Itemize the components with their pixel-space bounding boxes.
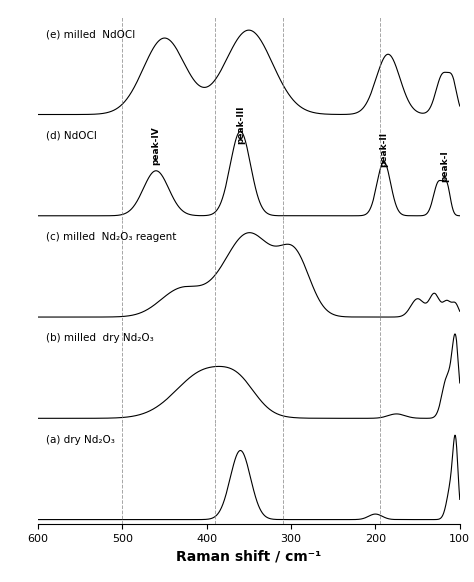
Text: (a) dry Nd₂O₃: (a) dry Nd₂O₃ bbox=[46, 435, 115, 445]
Text: peak-II: peak-II bbox=[379, 132, 388, 167]
Text: (d) NdOCl: (d) NdOCl bbox=[46, 131, 97, 141]
Text: peak-III: peak-III bbox=[236, 105, 245, 144]
Text: peak-IV: peak-IV bbox=[152, 126, 161, 165]
X-axis label: Raman shift / cm⁻¹: Raman shift / cm⁻¹ bbox=[176, 549, 321, 563]
Text: (b) milled  dry Nd₂O₃: (b) milled dry Nd₂O₃ bbox=[46, 333, 154, 343]
Text: peak-I: peak-I bbox=[440, 150, 449, 182]
Text: (c) milled  Nd₂O₃ reagent: (c) milled Nd₂O₃ reagent bbox=[46, 232, 177, 242]
Text: (e) milled  NdOCl: (e) milled NdOCl bbox=[46, 30, 136, 40]
